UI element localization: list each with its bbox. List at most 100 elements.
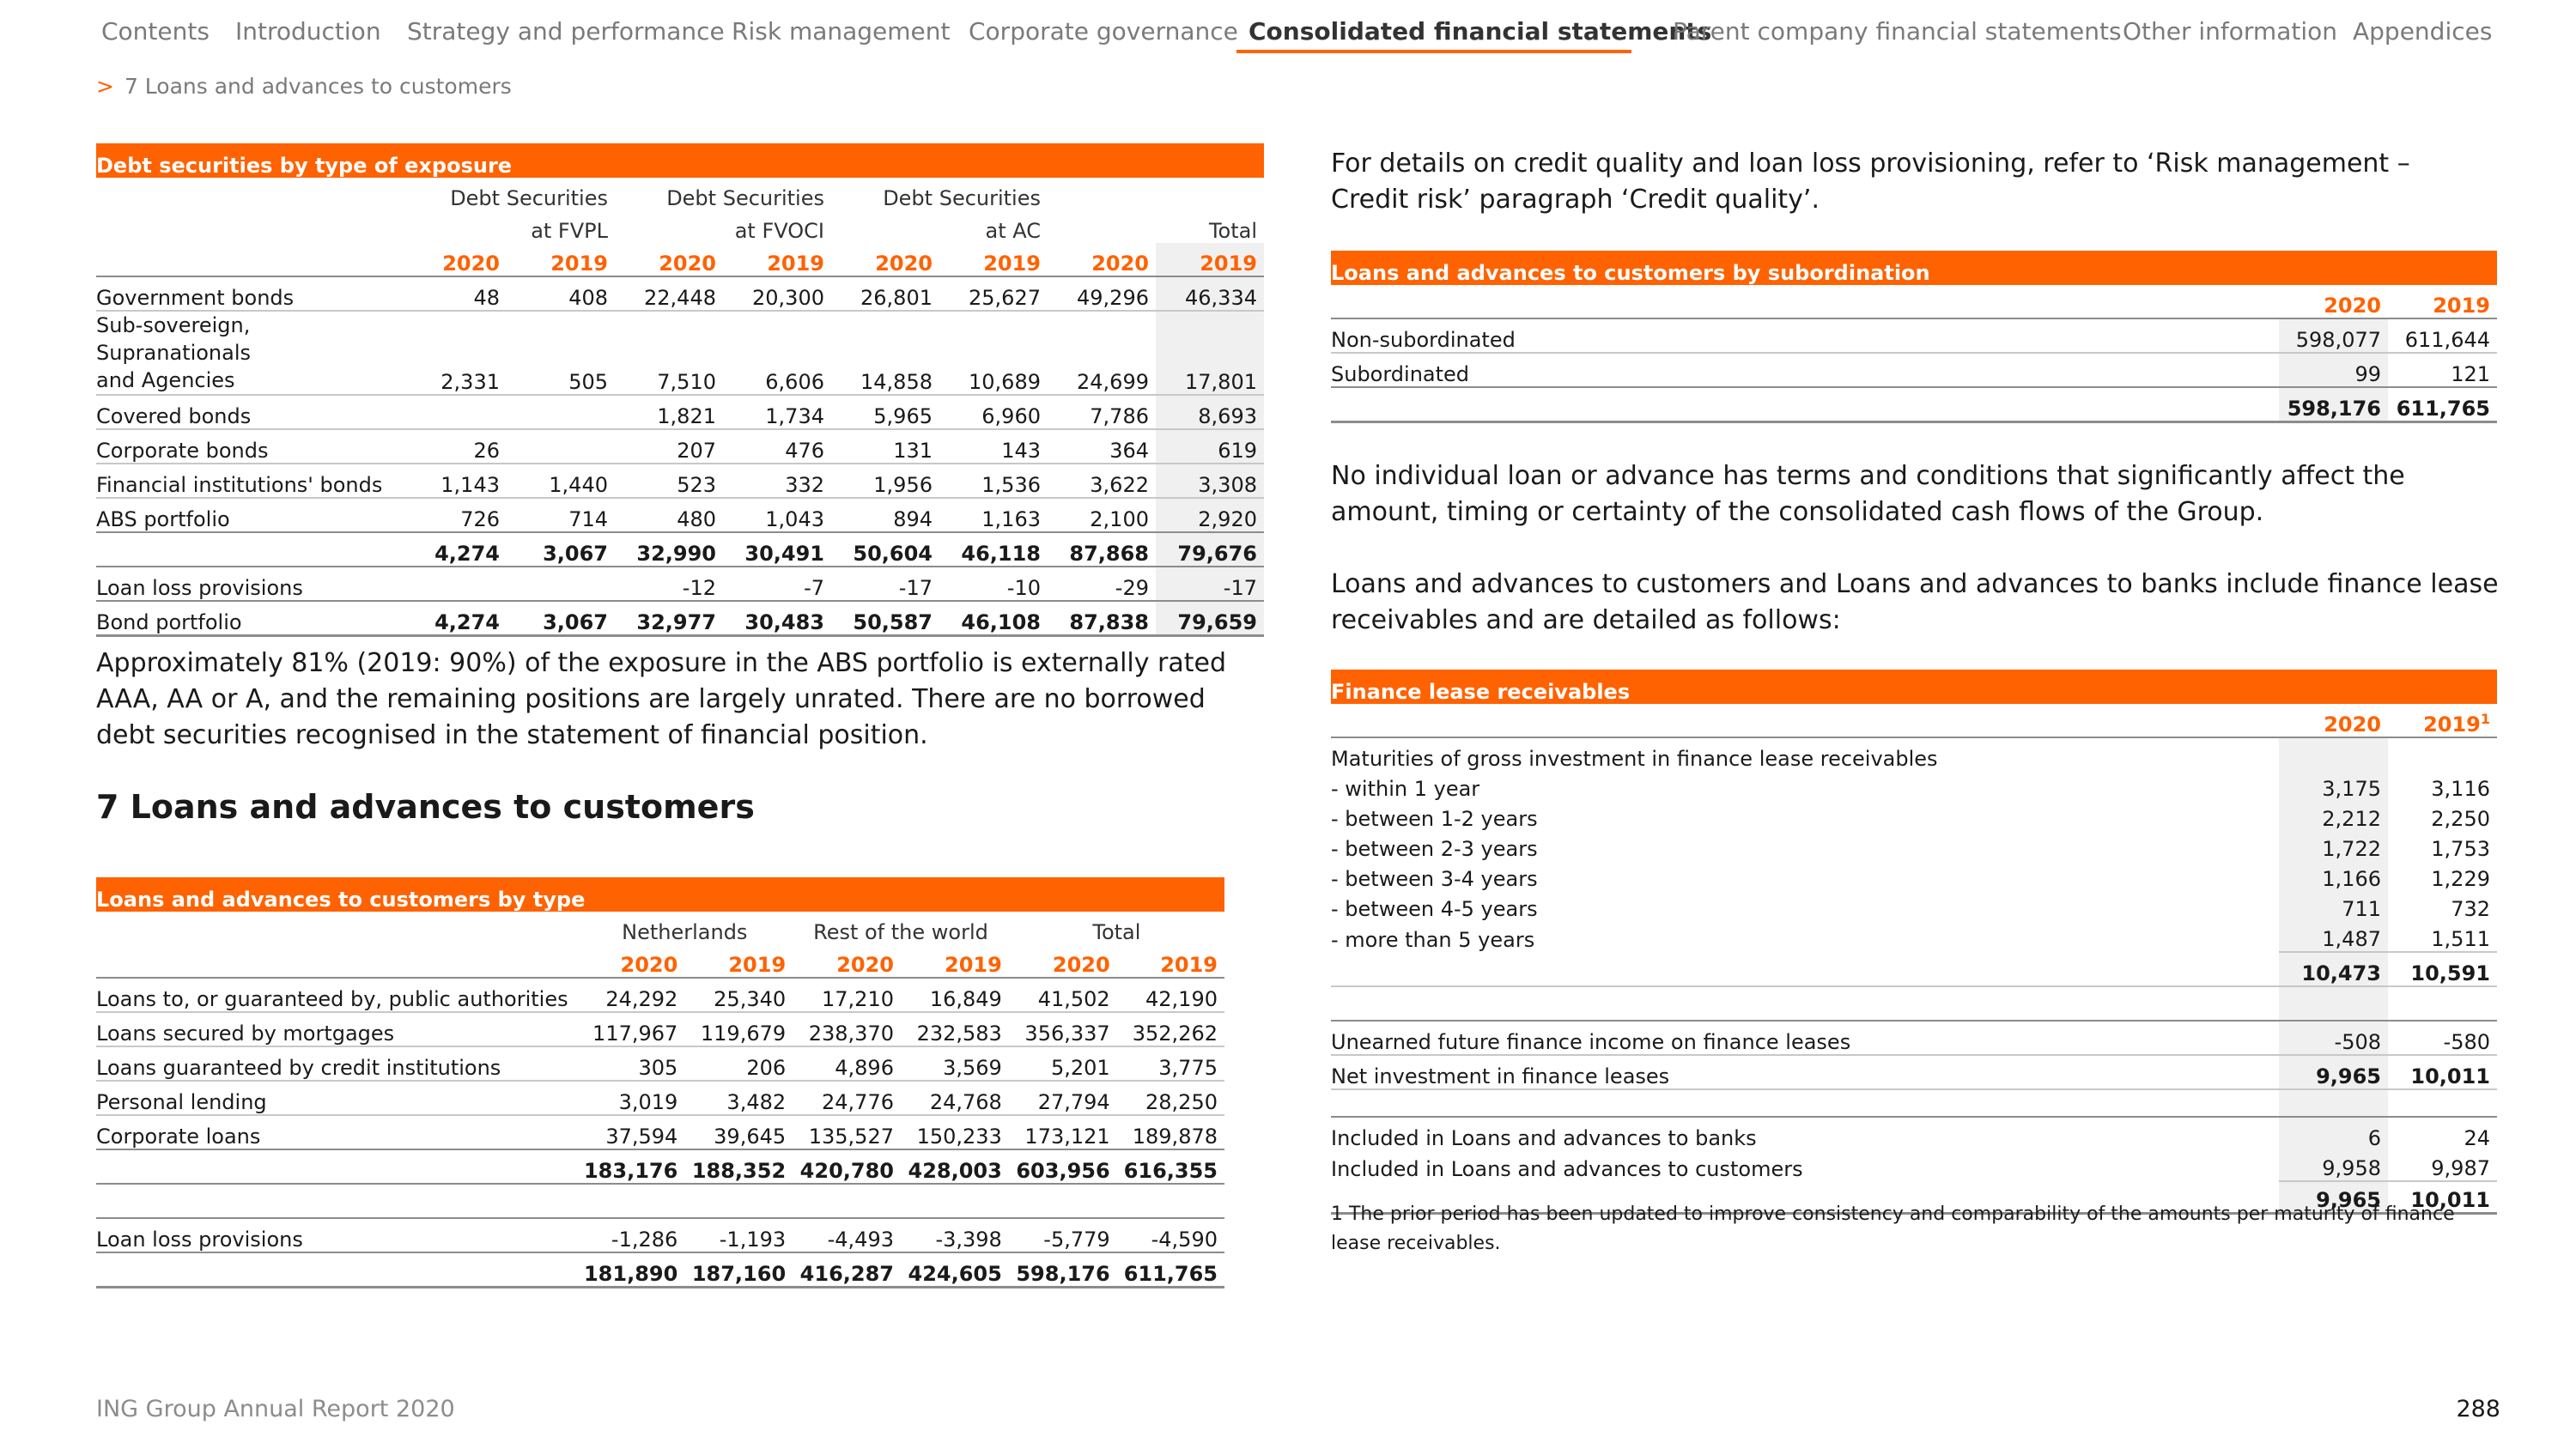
- cell: -7: [723, 566, 831, 601]
- row-label: - between 4-5 years: [1331, 897, 1538, 921]
- cell: 28,250: [1116, 1080, 1224, 1115]
- cell: 3,482: [684, 1080, 793, 1115]
- cell: 1,821: [615, 394, 723, 429]
- cell: 1,163: [939, 497, 1048, 532]
- cell: 49,296: [1048, 276, 1156, 311]
- cell: 24,699: [1048, 310, 1156, 395]
- nav-consolidated-financial-statements[interactable]: Consolidated financial statements: [1249, 17, 1712, 45]
- table-row: Loan loss provisions -12 -7 -17 -10 -29 …: [96, 566, 1264, 601]
- row-label: Covered bonds: [96, 394, 398, 429]
- nav-other-information[interactable]: Other information: [2123, 17, 2338, 45]
- cell: 10,011: [2388, 1180, 2497, 1215]
- cell: 4,274: [398, 600, 507, 637]
- nav-risk-management[interactable]: Risk management: [732, 17, 951, 45]
- row-label: Included in Loans and advances to banks: [1331, 1116, 2279, 1150]
- cell: -17: [1156, 566, 1264, 601]
- year-header: 2019: [1160, 953, 1218, 977]
- cell: 364: [1048, 428, 1156, 464]
- table-title: Loans and advances to customers by type: [96, 877, 1224, 912]
- cell: 598,077: [2279, 318, 2388, 353]
- active-tab-underline: [1236, 50, 1631, 53]
- top-navigation: Contents Introduction Strategy and perfo…: [0, 0, 2576, 60]
- subordination-table: Loans and advances to customers by subor…: [1331, 251, 2497, 423]
- cell: 238,370: [793, 1011, 901, 1046]
- column-group-label: Debt Securities: [883, 186, 1041, 210]
- cell: 99: [2279, 352, 2388, 387]
- table-row: Government bonds 48 408 22,448 20,300 26…: [96, 276, 1264, 311]
- cell: 9,965: [2279, 1180, 2388, 1215]
- table-row: - between 3-4 years 1,166 1,229: [1331, 861, 2497, 891]
- year-header: 20191: [2423, 711, 2490, 737]
- cell: 50,604: [831, 531, 939, 567]
- year-header: 2019: [728, 953, 787, 977]
- cell: 46,108: [939, 600, 1048, 637]
- nav-corporate-governance[interactable]: Corporate governance: [969, 17, 1238, 45]
- cell: 352,262: [1116, 1011, 1224, 1046]
- cell: -10: [939, 566, 1048, 601]
- cell: 9,987: [2431, 1156, 2490, 1180]
- row-label: Net investment in finance leases: [1331, 1054, 2279, 1089]
- table-row: Subordinated 99 121: [1331, 352, 2497, 387]
- cell: 206: [684, 1046, 793, 1081]
- row-label: - between 1-2 years: [1331, 807, 1538, 831]
- nav-strategy-performance[interactable]: Strategy and performance: [407, 17, 725, 45]
- row-label: - more than 5 years: [1331, 928, 1535, 952]
- row-label: Personal lending: [96, 1080, 577, 1115]
- spacer-row: [1331, 985, 2497, 1021]
- cell: 4,274: [398, 531, 507, 567]
- nav-parent-company-financial-statements[interactable]: Parent company financial statements: [1673, 17, 2122, 45]
- table-row: Covered bonds 1,821 1,734 5,965 6,960 7,…: [96, 394, 1264, 429]
- cell: 1,753: [2431, 837, 2490, 861]
- cell: 188,352: [684, 1149, 793, 1184]
- table-row: Sub-sovereign, Supranationals and Agencie…: [96, 310, 1264, 395]
- row-label: Loans secured by mortgages: [96, 1011, 577, 1046]
- cell: 356,337: [1008, 1011, 1117, 1046]
- cell: 305: [576, 1046, 685, 1081]
- cell: 598,176: [2279, 386, 2388, 423]
- cell: 143: [939, 428, 1048, 464]
- table-row: Non-subordinated 598,077 611,644: [1331, 318, 2497, 353]
- cell: 79,659: [1156, 600, 1264, 637]
- table-row: Loan loss provisions -1,286 -1,193 -4,49…: [96, 1217, 1224, 1252]
- total-row: 598,176 611,765: [1331, 386, 2497, 423]
- cell: 598,176: [1008, 1252, 1117, 1288]
- cell: 2,250: [2431, 807, 2490, 831]
- nav-appendices[interactable]: Appendices: [2353, 17, 2493, 45]
- nav-introduction[interactable]: Introduction: [235, 17, 381, 45]
- cell: 46,334: [1156, 276, 1264, 311]
- table-row: - more than 5 years 1,487 1,511: [1331, 921, 2497, 952]
- table-title: Finance lease receivables: [1331, 670, 2497, 704]
- cell: 480: [615, 497, 723, 532]
- column-group-label: Rest of the world: [813, 920, 988, 944]
- cell: 79,676: [1156, 531, 1264, 567]
- year-header: 2019: [550, 252, 608, 276]
- cell: 476: [723, 428, 831, 464]
- subtotal-row: 10,473 10,591: [1331, 951, 2497, 986]
- cell: 5,965: [831, 394, 939, 429]
- cell: 611,765: [1116, 1252, 1224, 1288]
- year-header: 2019: [983, 252, 1041, 276]
- cell: 420,780: [793, 1149, 901, 1184]
- table-row: - within 1 year 3,175 3,116: [1331, 771, 2497, 801]
- cell: 87,868: [1048, 531, 1156, 567]
- cell: 26: [398, 428, 507, 464]
- year-header: 2019: [2433, 294, 2490, 318]
- cell: 131: [831, 428, 939, 464]
- nav-contents[interactable]: Contents: [101, 17, 210, 45]
- cell: [507, 394, 615, 429]
- cell: 46,118: [939, 531, 1048, 567]
- year-header: 2019: [1156, 243, 1264, 276]
- row-label: - within 1 year: [1331, 777, 1480, 801]
- cell: -1,193: [684, 1217, 793, 1252]
- cell: -508: [2279, 1020, 2388, 1055]
- table-row: - between 2-3 years 1,722 1,753: [1331, 831, 2497, 861]
- cell: 150,233: [900, 1114, 1009, 1149]
- year-header: 2020: [1052, 953, 1110, 977]
- cell: [398, 566, 507, 601]
- cell: 48: [398, 276, 507, 311]
- cell: 30,491: [723, 531, 831, 567]
- cell: -4,493: [793, 1217, 901, 1252]
- breadcrumb[interactable]: >7 Loans and advances to customers: [96, 74, 512, 99]
- cell: [398, 394, 507, 429]
- year-header: 2020: [442, 252, 500, 276]
